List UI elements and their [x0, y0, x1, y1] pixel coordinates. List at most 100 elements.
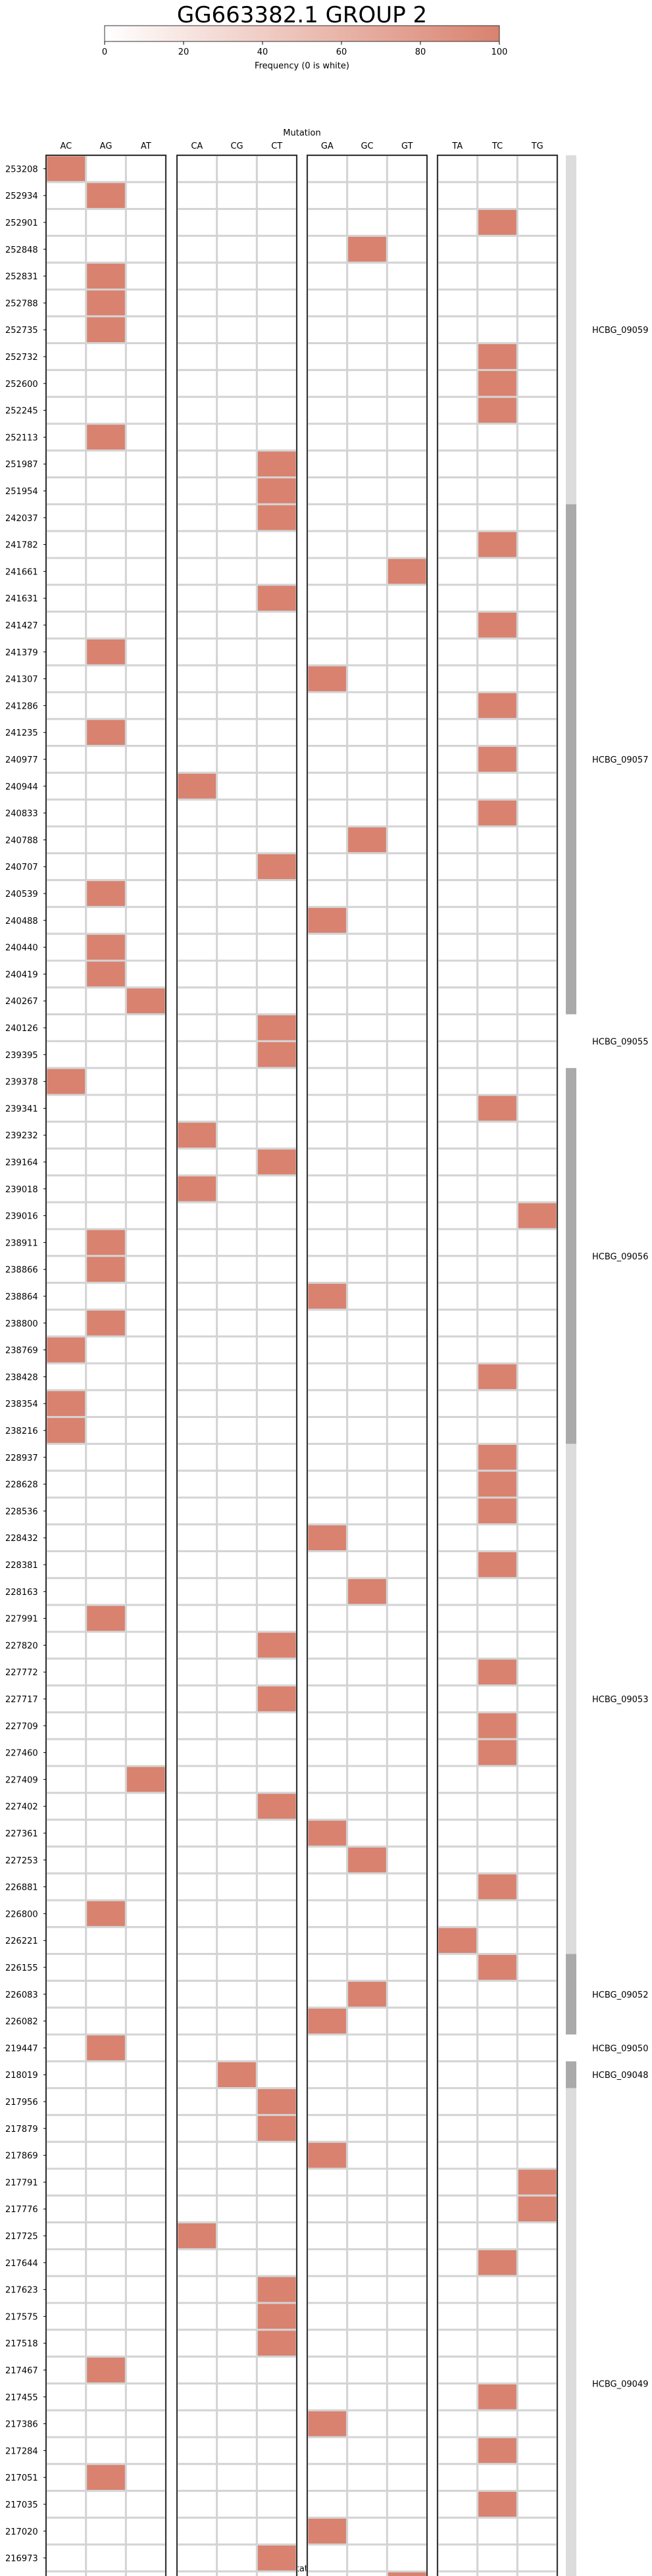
heatmap-cell — [45, 825, 88, 855]
heatmap-cell — [476, 959, 518, 989]
heatmap-cell — [45, 395, 88, 425]
heatmap-cell — [176, 2248, 218, 2277]
heatmap-cell — [176, 557, 218, 586]
heatmap-cell-filled — [386, 557, 428, 586]
heatmap-cell — [45, 1442, 88, 1472]
heatmap-cell — [436, 1389, 479, 1419]
heatmap-cell — [516, 2221, 559, 2250]
heatmap-cell — [124, 745, 167, 774]
heatmap-cell — [124, 2275, 167, 2304]
heatmap-cell — [124, 1308, 167, 1338]
heatmap-cell — [516, 2248, 559, 2277]
row-label: 240539 — [5, 890, 38, 899]
heatmap-cell — [124, 2221, 167, 2250]
heatmap-cell — [516, 1711, 559, 1740]
heatmap-cell-filled — [476, 691, 518, 720]
heatmap-cell — [436, 2033, 479, 2063]
heatmap-cell — [255, 664, 298, 694]
heatmap-cell — [45, 1899, 88, 1929]
heatmap-cell — [176, 1282, 218, 1311]
heatmap-cell — [306, 2382, 349, 2412]
heatmap-cell — [45, 1121, 88, 1150]
heatmap-cell — [124, 1469, 167, 1499]
heatmap-cell — [346, 2302, 388, 2331]
heatmap-cell — [255, 1765, 298, 1794]
heatmap-cell — [85, 1657, 127, 1687]
heatmap-cell — [306, 825, 349, 855]
heatmap-cell — [516, 2060, 559, 2090]
heatmap-cell — [216, 2302, 258, 2331]
heatmap-cell — [216, 1899, 258, 1929]
heatmap-cell — [436, 530, 479, 559]
heatmap-cell — [386, 476, 428, 505]
heatmap-cell — [85, 154, 127, 184]
heatmap-cell — [306, 879, 349, 908]
heatmap-cell — [176, 1416, 218, 1445]
heatmap-cell — [306, 234, 349, 264]
heatmap-cell — [476, 879, 518, 908]
heatmap-cell — [306, 557, 349, 586]
heatmap-cell — [216, 1845, 258, 1875]
heatmap-cell — [45, 2409, 88, 2438]
heatmap-cell — [386, 2033, 428, 2063]
heatmap-cell-filled — [306, 664, 349, 694]
colorbar: 0 20 40 60 80 100 Frequency (0 is white) — [102, 25, 507, 71]
heatmap-cell-filled — [85, 879, 127, 908]
heatmap-cell — [176, 1819, 218, 1848]
heatmap-cell — [476, 181, 518, 211]
heatmap-cell — [476, 932, 518, 962]
heatmap-cell — [346, 1819, 388, 1848]
heatmap-cell-filled — [255, 1040, 298, 1069]
heatmap-cell — [216, 208, 258, 237]
heatmap-cell — [216, 1523, 258, 1553]
heatmap-cell — [386, 368, 428, 398]
heatmap-cell — [124, 1201, 167, 1230]
heatmap-cell — [85, 342, 127, 371]
heatmap-cell — [85, 1792, 127, 1821]
heatmap-cell — [436, 1469, 479, 1499]
heatmap-cell — [346, 154, 388, 184]
heatmap-cell — [386, 2167, 428, 2197]
heatmap-cell — [386, 1201, 428, 1230]
heatmap-cell — [386, 718, 428, 747]
heatmap-cell — [216, 557, 258, 586]
heatmap-cell — [476, 1201, 518, 1230]
row-label: 217725 — [5, 2232, 38, 2242]
heatmap-cell — [346, 1201, 388, 1230]
heatmap-cell — [176, 2382, 218, 2412]
heatmap-cell-filled — [476, 208, 518, 237]
heatmap-cell — [516, 2570, 559, 2576]
heatmap-cell-filled — [124, 986, 167, 1016]
heatmap-cell — [176, 1872, 218, 1902]
heatmap-cell — [176, 2436, 218, 2465]
heatmap-cell — [85, 1926, 127, 1956]
heatmap-cell — [476, 1792, 518, 1821]
heatmap-cell — [216, 1953, 258, 1982]
heatmap-cell — [176, 2463, 218, 2492]
heatmap-cell — [386, 1738, 428, 1767]
heatmap-cell — [306, 2329, 349, 2358]
heatmap-cell-filled — [85, 1899, 127, 1929]
column-label-top: CG — [230, 141, 243, 151]
row-label: 217467 — [5, 2366, 38, 2376]
heatmap-cell — [45, 986, 88, 1016]
heatmap-cell — [255, 1201, 298, 1230]
heatmap-cell — [346, 530, 388, 559]
heatmap-cell — [436, 395, 479, 425]
column-label-top: GC — [361, 141, 373, 151]
heatmap-cell — [306, 530, 349, 559]
heatmap-cell — [386, 611, 428, 640]
heatmap-cell — [176, 2490, 218, 2519]
heatmap-cell — [45, 1845, 88, 1875]
heatmap-cell — [85, 2409, 127, 2438]
heatmap-cell — [476, 1013, 518, 1042]
heatmap-cell — [306, 1174, 349, 1203]
heatmap-cell — [45, 1604, 88, 1633]
heatmap-cell-filled — [176, 771, 218, 801]
heatmap-cell — [45, 2516, 88, 2546]
heatmap-cell — [176, 1630, 218, 1660]
row-label: 241286 — [5, 701, 38, 711]
heatmap-cell — [216, 1630, 258, 1660]
heatmap-cell — [216, 1872, 258, 1902]
